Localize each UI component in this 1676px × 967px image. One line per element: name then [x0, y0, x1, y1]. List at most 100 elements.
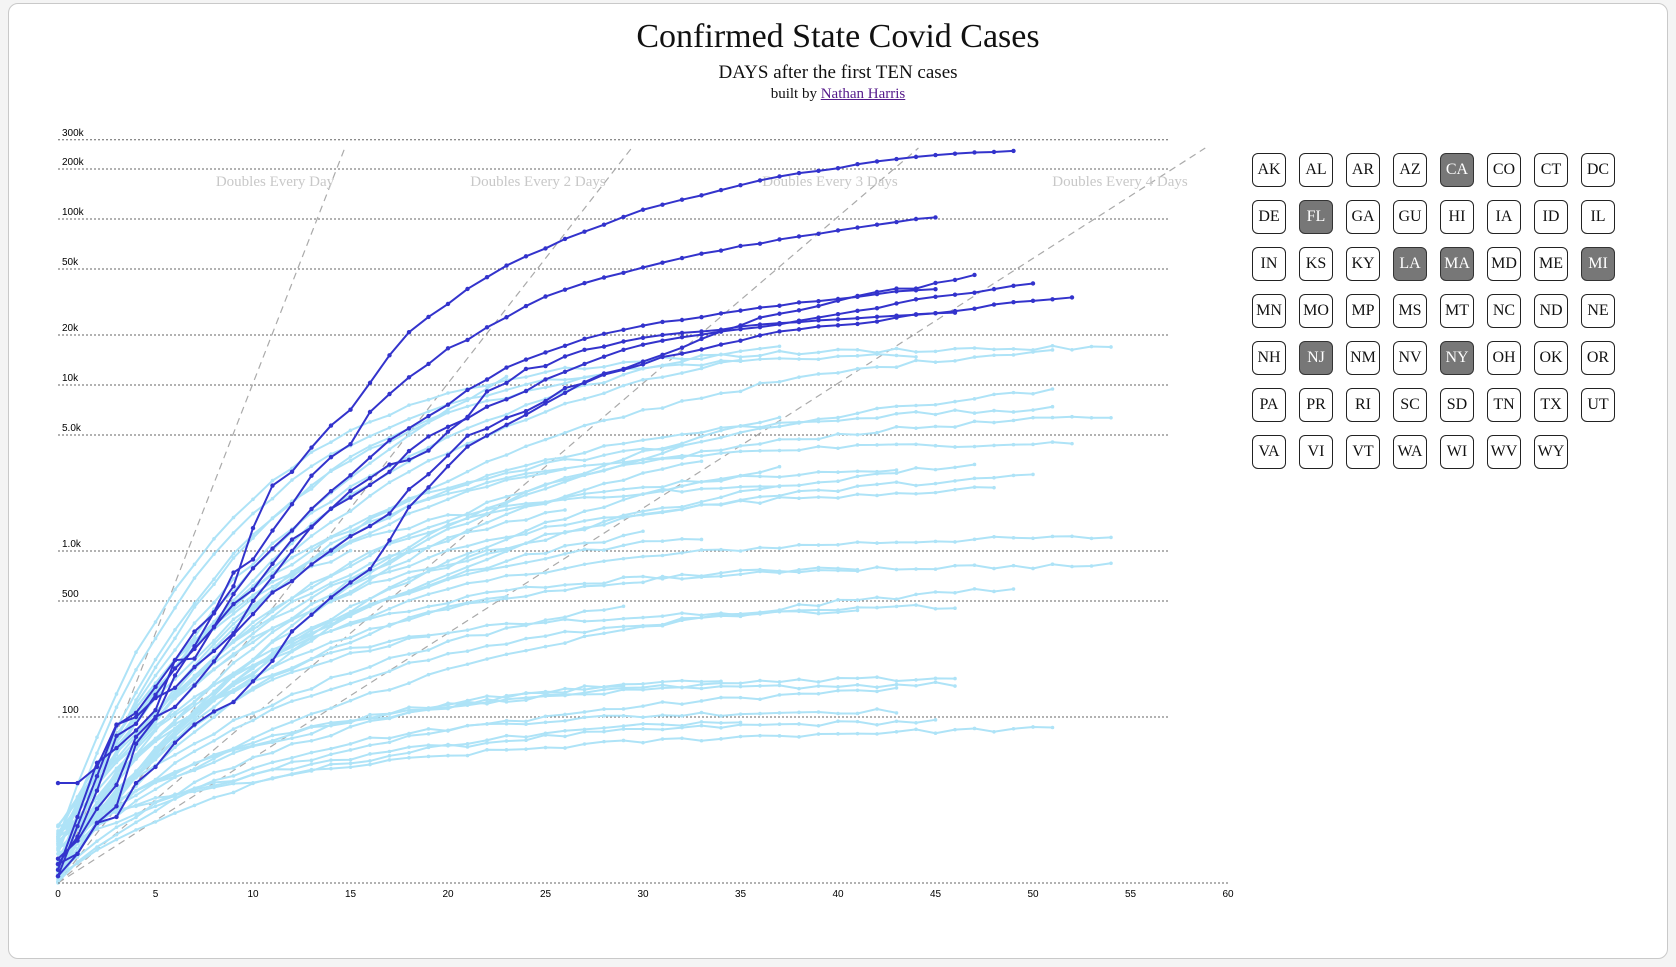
state-point-unselected	[270, 630, 275, 634]
state-point-unselected	[641, 446, 645, 451]
state-point-la	[153, 692, 158, 698]
state-line-ma[interactable]	[57, 273, 975, 865]
state-point-unselected	[972, 462, 977, 467]
state-button-ak[interactable]: AK	[1252, 153, 1286, 187]
state-line-ny[interactable]	[57, 149, 1014, 877]
state-button-nc[interactable]: NC	[1487, 294, 1521, 328]
state-point-ma	[972, 272, 977, 278]
state-point-unselected	[465, 753, 470, 758]
state-button-hi[interactable]: HI	[1440, 200, 1474, 234]
state-point-unselected	[524, 375, 528, 379]
state-button-mt[interactable]: MT	[1440, 294, 1474, 328]
state-line-mi[interactable]	[57, 288, 936, 871]
state-button-tn[interactable]: TN	[1487, 388, 1521, 422]
state-point-unselected	[933, 481, 938, 486]
state-button-mo[interactable]: MO	[1299, 294, 1333, 328]
state-point-unselected	[777, 349, 782, 353]
state-button-wa[interactable]: WA	[1393, 435, 1427, 469]
state-point-unselected	[485, 551, 489, 556]
state-point-unselected	[641, 509, 645, 514]
state-button-mp[interactable]: MP	[1346, 294, 1380, 328]
state-button-md[interactable]: MD	[1487, 247, 1521, 281]
state-button-dc[interactable]: DC	[1581, 153, 1615, 187]
state-point-unselected	[426, 555, 431, 560]
state-button-nd[interactable]: ND	[1534, 294, 1568, 328]
state-point-unselected	[914, 567, 918, 571]
state-button-nm[interactable]: NM	[1346, 341, 1380, 375]
state-button-ok[interactable]: OK	[1534, 341, 1568, 375]
state-button-mi[interactable]: MI	[1581, 247, 1615, 281]
state-point-ca	[289, 548, 295, 554]
state-button-nh[interactable]: NH	[1252, 341, 1286, 375]
state-point-unselected	[738, 449, 743, 454]
state-button-ms[interactable]: MS	[1393, 294, 1427, 328]
state-button-tx[interactable]: TX	[1534, 388, 1568, 422]
state-button-sc[interactable]: SC	[1393, 388, 1427, 422]
state-point-unselected	[855, 567, 860, 572]
state-button-fl[interactable]: FL	[1299, 200, 1333, 234]
state-point-unselected	[914, 592, 918, 597]
state-button-de[interactable]: DE	[1252, 200, 1286, 234]
state-button-ut[interactable]: UT	[1581, 388, 1615, 422]
y-tick-label: 100k	[62, 207, 85, 218]
state-point-ny	[192, 629, 197, 634]
state-point-mi	[153, 707, 158, 713]
state-line-la[interactable]	[57, 311, 956, 865]
state-button-wy[interactable]: WY	[1534, 435, 1568, 469]
state-button-ny[interactable]: NY	[1440, 341, 1474, 375]
state-button-la[interactable]: LA	[1393, 247, 1427, 281]
state-button-ia[interactable]: IA	[1487, 200, 1521, 234]
state-button-nj[interactable]: NJ	[1299, 341, 1333, 375]
state-button-az[interactable]: AZ	[1393, 153, 1427, 187]
state-button-id[interactable]: ID	[1534, 200, 1568, 234]
state-button-pa[interactable]: PA	[1252, 388, 1286, 422]
state-point-unselected	[446, 565, 450, 570]
state-point-unselected	[719, 721, 723, 725]
state-line-nj[interactable]	[57, 216, 936, 877]
state-button-ne[interactable]: NE	[1581, 294, 1615, 328]
state-point-unselected	[894, 365, 899, 369]
state-button-gu[interactable]: GU	[1393, 200, 1427, 234]
state-button-wi[interactable]: WI	[1440, 435, 1474, 469]
state-button-ca[interactable]: CA	[1440, 153, 1474, 187]
state-button-wv[interactable]: WV	[1487, 435, 1521, 469]
state-button-in[interactable]: IN	[1252, 247, 1286, 281]
state-point-unselected	[329, 650, 333, 655]
state-button-co[interactable]: CO	[1487, 153, 1521, 187]
author-link[interactable]: Nathan Harris	[820, 86, 906, 102]
state-point-unselected	[836, 432, 840, 436]
state-point-unselected	[972, 355, 977, 359]
state-button-vi[interactable]: VI	[1299, 435, 1333, 469]
state-button-ga[interactable]: GA	[1346, 200, 1380, 234]
state-point-unselected	[504, 621, 509, 626]
state-button-sd[interactable]: SD	[1440, 388, 1474, 422]
state-point-mi	[270, 546, 275, 551]
state-button-ct[interactable]: CT	[1534, 153, 1568, 187]
state-point-unselected	[251, 744, 255, 749]
state-button-ri[interactable]: RI	[1346, 388, 1380, 422]
state-point-unselected	[504, 739, 509, 743]
state-button-al[interactable]: AL	[1299, 153, 1333, 187]
state-button-pr[interactable]: PR	[1299, 388, 1333, 422]
state-button-or[interactable]: OR	[1581, 341, 1615, 375]
state-point-unselected	[504, 476, 509, 480]
state-button-ky[interactable]: KY	[1346, 247, 1380, 281]
state-button-ks[interactable]: KS	[1299, 247, 1333, 281]
state-button-il[interactable]: IL	[1581, 200, 1615, 234]
state-button-oh[interactable]: OH	[1487, 341, 1521, 375]
state-button-nv[interactable]: NV	[1393, 341, 1427, 375]
state-point-unselected	[309, 545, 314, 549]
state-point-unselected	[504, 537, 509, 542]
state-point-unselected	[309, 534, 314, 538]
state-button-me[interactable]: ME	[1534, 247, 1568, 281]
state-button-vt[interactable]: VT	[1346, 435, 1380, 469]
state-button-va[interactable]: VA	[1252, 435, 1286, 469]
state-point-unselected	[641, 624, 645, 629]
state-button-mn[interactable]: MN	[1252, 294, 1286, 328]
state-point-unselected	[485, 579, 489, 583]
state-button-ma[interactable]: MA	[1440, 247, 1474, 281]
state-button-ar[interactable]: AR	[1346, 153, 1380, 187]
state-point-unselected	[719, 448, 723, 453]
y-tick-label: 20k	[62, 323, 79, 334]
state-point-unselected	[446, 753, 450, 758]
